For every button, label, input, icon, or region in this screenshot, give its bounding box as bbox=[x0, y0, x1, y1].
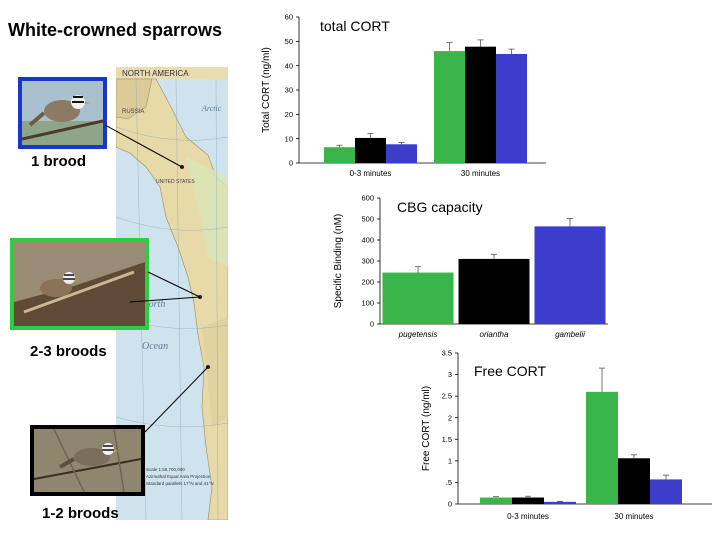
c2-bar-black-1 bbox=[618, 458, 650, 504]
c2-chart-title: Free CORT bbox=[474, 363, 547, 379]
c0-y-tick-label: 40 bbox=[285, 61, 293, 70]
c1-y-tick-label: 100 bbox=[361, 299, 374, 308]
c0-chart-title: total CORT bbox=[320, 18, 390, 34]
c0-y-tick-label: 10 bbox=[285, 134, 293, 143]
caption-1-2-broods: 1-2 broods bbox=[42, 505, 119, 522]
c2-bar-green-0 bbox=[480, 497, 512, 504]
c2-y-tick-label: 2 bbox=[448, 413, 452, 422]
map-parallels: Standard parallels 17°N and 41°N bbox=[146, 481, 214, 486]
c2-y-tick-label: 1.5 bbox=[442, 435, 452, 444]
map-label-arctic: Arctic bbox=[201, 104, 222, 113]
c2-x-tick-label: 30 minutes bbox=[614, 512, 653, 521]
sparrow-photo-3 bbox=[30, 425, 145, 496]
map-scale: Scale 1:58,700,000 bbox=[146, 467, 185, 472]
c2-y-axis-label: Free CORT (ng/ml) bbox=[421, 386, 432, 471]
c1-x-tick-label: oriantha bbox=[480, 330, 509, 339]
c1-y-tick-label: 300 bbox=[361, 257, 374, 266]
c1-bar-2 bbox=[534, 226, 606, 324]
c0-y-tick-label: 30 bbox=[285, 86, 293, 95]
map-title: NORTH AMERICA bbox=[122, 69, 189, 78]
c2-y-tick-label: .5 bbox=[446, 478, 452, 487]
map-label-russia: RUSSIA bbox=[122, 109, 144, 115]
caption-2-3-broods: 2-3 broods bbox=[30, 343, 107, 360]
c0-bar-black-1 bbox=[465, 46, 496, 163]
c0-y-tick-label: 60 bbox=[285, 13, 293, 22]
c1-bar-1 bbox=[458, 258, 530, 324]
c2-bar-black-0 bbox=[512, 497, 544, 504]
chart-free-cort: 0 .5 1 1.5 2 2.5 3 3.5 Free CORT Free CORT (ng/ml… bbox=[418, 346, 714, 528]
c0-y-tick-label: 0 bbox=[289, 159, 293, 168]
sparrow-photo-1 bbox=[18, 77, 107, 149]
map-label-us: UNITED STATES bbox=[156, 179, 195, 185]
c2-bar-green-1 bbox=[586, 391, 618, 504]
map-label-north: North bbox=[141, 299, 165, 310]
c2-bar-blue-0 bbox=[544, 501, 576, 504]
c2-y-tick-label: 3.5 bbox=[442, 349, 452, 358]
c0-bar-black-0 bbox=[355, 137, 386, 163]
c2-y-tick-label: 2.5 bbox=[442, 392, 452, 401]
c1-y-tick-label: 0 bbox=[370, 320, 374, 329]
c1-x-tick-label: pugetensis bbox=[398, 330, 438, 339]
c1-y-tick-label: 400 bbox=[361, 236, 374, 245]
c1-y-axis-label: Specific Binding (nM) bbox=[333, 214, 344, 308]
c0-y-tick-label: 20 bbox=[285, 110, 293, 119]
c0-x-tick-label: 30 minutes bbox=[461, 169, 500, 178]
caption-1-brood: 1 brood bbox=[31, 153, 86, 170]
c1-y-tick-label: 500 bbox=[361, 215, 374, 224]
c1-chart-title: CBG capacity bbox=[397, 199, 483, 215]
chart-total-cort: 0 10 20 30 40 50 60 total CORT Total CORT (ng/ml… bbox=[248, 5, 558, 185]
c1-y-tick-label: 600 bbox=[361, 194, 374, 203]
c0-bar-green-1 bbox=[434, 51, 465, 163]
c2-y-tick-label: 0 bbox=[448, 500, 452, 509]
sparrow-photo-2 bbox=[10, 238, 149, 330]
c0-x-tick-label: 0-3 minutes bbox=[350, 169, 392, 178]
map-projection: Azimuthal Equal Area Projection bbox=[146, 474, 211, 479]
chart-cbg-capacity: 0 100 200 300 400 500 600 CBG capacity Specific … bbox=[330, 192, 620, 344]
c1-bar-0 bbox=[382, 272, 454, 324]
slide-title: White-crowned sparrows bbox=[8, 20, 223, 40]
c2-y-tick-label: 3 bbox=[448, 370, 452, 379]
c1-x-tick-label: gambelii bbox=[555, 330, 585, 339]
c1-y-tick-label: 200 bbox=[361, 278, 374, 287]
c2-bar-blue-1 bbox=[650, 479, 682, 504]
c0-bar-green-0 bbox=[324, 147, 355, 163]
c0-bar-blue-0 bbox=[386, 144, 417, 163]
map-label-ocean: Ocean bbox=[142, 341, 168, 352]
c2-x-tick-label: 0-3 minutes bbox=[507, 512, 549, 521]
c0-y-tick-label: 50 bbox=[285, 37, 293, 46]
c0-bar-blue-1 bbox=[496, 53, 527, 164]
c2-y-tick-label: 1 bbox=[448, 456, 452, 465]
c0-y-axis-label: Total CORT (ng/ml) bbox=[261, 47, 272, 133]
